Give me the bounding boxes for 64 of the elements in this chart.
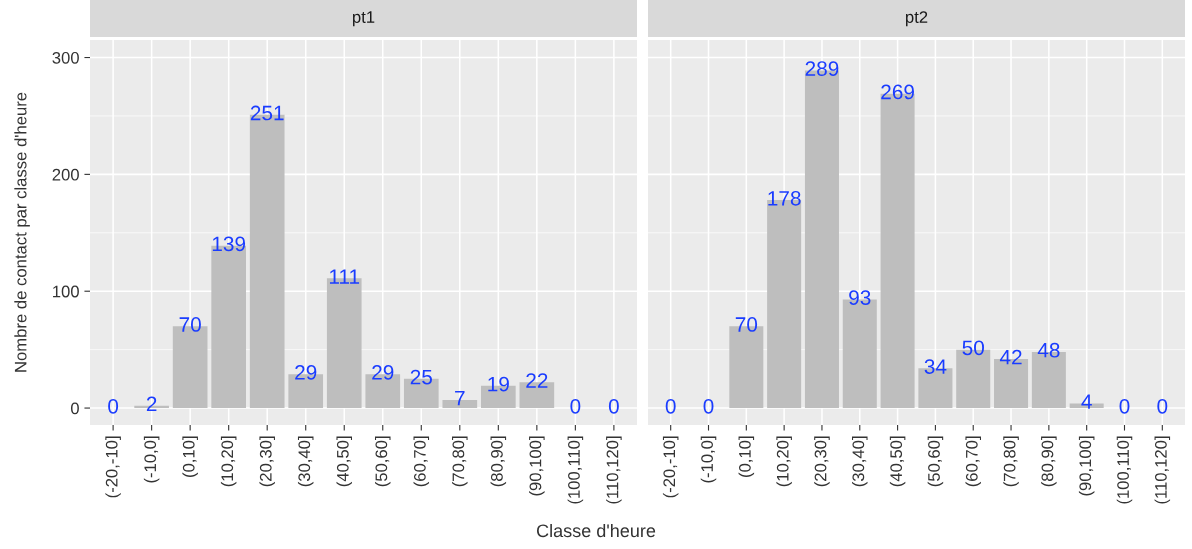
- data-label: 0: [570, 398, 581, 414]
- x-tick-label: (80,90]: [490, 436, 507, 487]
- data-label: 139: [212, 236, 246, 252]
- data-label: 0: [108, 398, 119, 414]
- chart-title: pt1: [352, 11, 375, 27]
- data-label: 178: [768, 190, 801, 206]
- x-tick-label: (90,100]: [529, 436, 545, 496]
- data-label: 2: [146, 396, 157, 412]
- data-label: 70: [179, 317, 201, 332]
- data-label: 34: [924, 359, 947, 374]
- x-tick-label: (20,30]: [259, 436, 275, 487]
- data-label: 93: [849, 290, 871, 305]
- x-tick-label: (80,90]: [1041, 436, 1057, 487]
- data-label: 0: [703, 398, 714, 414]
- x-tick-label: (40,50]: [336, 436, 353, 487]
- x-axis-title: Classe d'heure: [536, 523, 656, 538]
- x-tick-label: (110,120]: [606, 436, 622, 504]
- x-tick-label: (-10,0]: [700, 436, 717, 483]
- data-label: 50: [962, 340, 984, 356]
- x-tick-label: (50,60]: [374, 436, 391, 487]
- x-tick-label: (10,20]: [220, 436, 237, 487]
- x-tick-label: (-20,-10]: [662, 436, 679, 498]
- x-tick-label: (30,40]: [297, 436, 314, 487]
- data-label: 29: [372, 365, 394, 380]
- x-tick-label: (-10,0]: [143, 436, 160, 483]
- x-tick-label: (100,110]: [567, 436, 584, 504]
- data-label: 289: [805, 61, 839, 76]
- x-tick-label: (60,70]: [965, 436, 981, 487]
- x-tick-label: (70,80]: [1003, 436, 1019, 487]
- x-tick-label: (40,50]: [889, 436, 906, 487]
- data-label: 48: [1037, 342, 1060, 358]
- x-tick-label: (20,30]: [814, 436, 830, 487]
- data-label: 0: [1119, 398, 1130, 414]
- data-label: 111: [329, 269, 360, 284]
- chart-title: pt2: [905, 11, 928, 27]
- data-label: 0: [665, 398, 676, 414]
- y-tick-label: 300: [52, 51, 79, 64]
- data-label: 25: [410, 369, 432, 385]
- x-tick-label: (-20,-10]: [105, 436, 121, 498]
- x-tick-label: (60,70]: [413, 436, 430, 487]
- y-axis-title: Nombre de contact par classe d'heure: [14, 92, 30, 372]
- data-label: 42: [999, 349, 1022, 365]
- data-label: 0: [1157, 398, 1168, 414]
- x-tick-label: (0,10]: [738, 436, 755, 477]
- data-label: 29: [295, 365, 317, 380]
- y-tick-label: 0: [70, 402, 79, 415]
- data-label: 269: [881, 84, 914, 100]
- data-label: 0: [608, 398, 619, 414]
- x-tick-label: (50,60]: [927, 436, 944, 487]
- data-label: 251: [250, 105, 284, 121]
- data-label: 19: [488, 376, 509, 392]
- x-tick-label: (30,40]: [852, 436, 868, 487]
- x-tick-label: (90,100]: [1078, 436, 1095, 496]
- y-tick-label: 100: [53, 285, 79, 298]
- data-label: 70: [735, 317, 758, 332]
- x-tick-label: (0,10]: [182, 436, 198, 477]
- x-tick-label: (110,120]: [1154, 436, 1171, 504]
- x-tick-label: (10,20]: [776, 436, 792, 487]
- x-tick-label: (100,110]: [1116, 436, 1133, 504]
- data-label: 4: [1081, 394, 1092, 409]
- data-label: 7: [455, 390, 465, 406]
- data-label: 22: [526, 373, 548, 388]
- y-tick-label: 200: [52, 168, 79, 181]
- x-tick-label: (70,80]: [452, 436, 468, 487]
